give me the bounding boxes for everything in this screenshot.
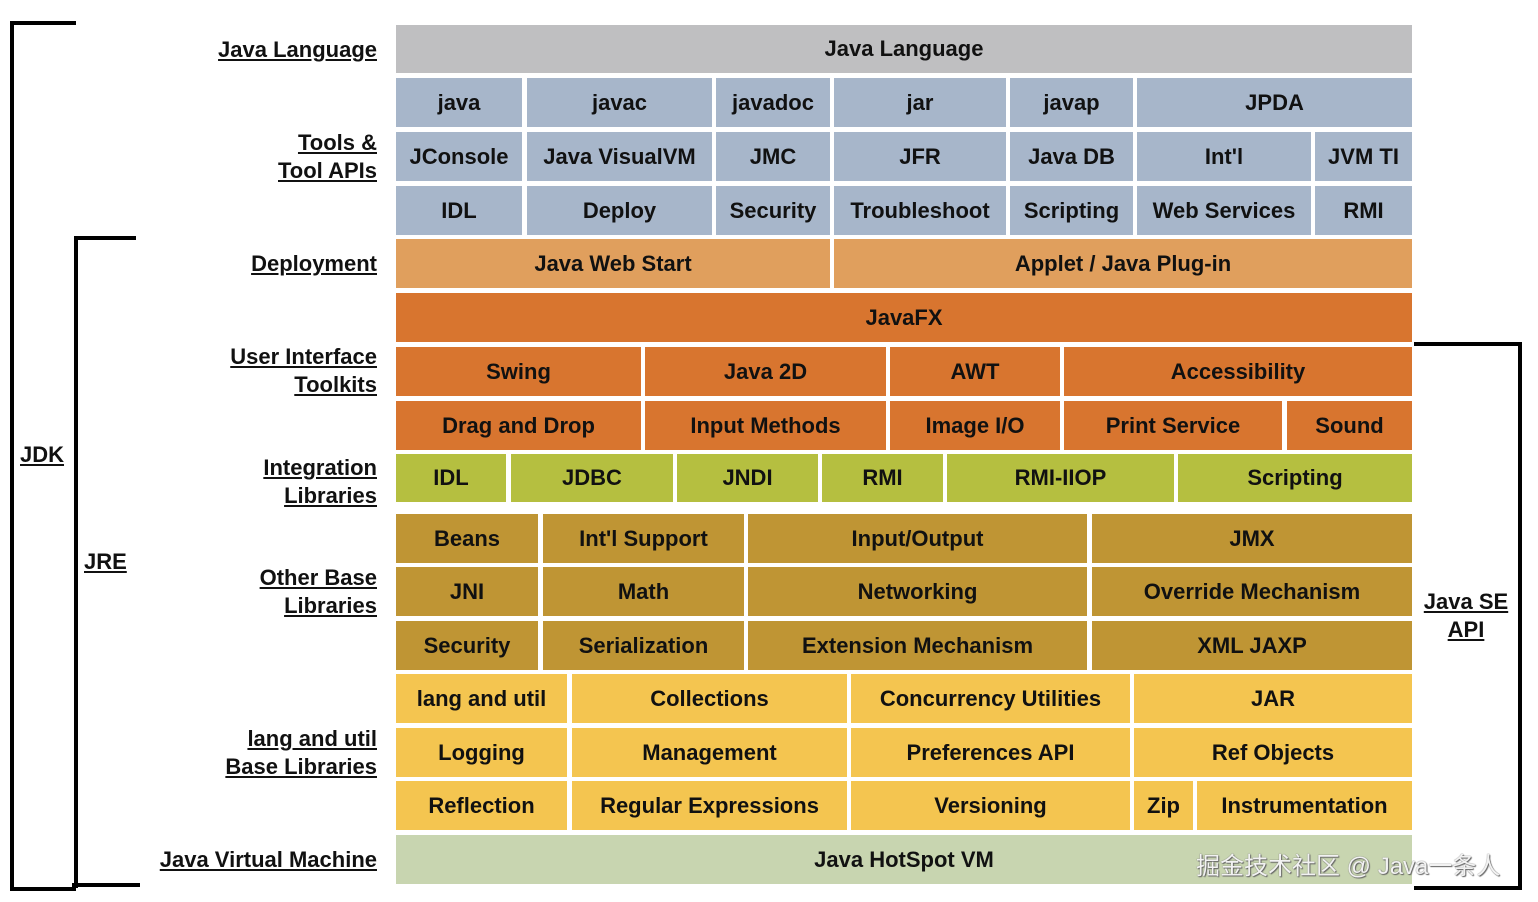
- cell-applet-plugin: Applet / Java Plug-in: [834, 239, 1412, 288]
- java-se-api-label: Java SE API: [1420, 588, 1512, 644]
- row-label-tools-line1: Tools &: [297, 130, 377, 155]
- cell-image-io: Image I/O: [890, 401, 1060, 450]
- cell-collections: Collections: [572, 674, 847, 723]
- cell-tool-java: java: [396, 78, 522, 127]
- cell-tool-scripting: Scripting: [1010, 186, 1133, 235]
- jre-label: JRE: [84, 549, 127, 574]
- row-label-tools-line2: Tool APIs: [278, 158, 377, 183]
- cell-java-hotspot-vm: Java HotSpot VM: [396, 835, 1412, 884]
- cell-zip: Zip: [1134, 781, 1193, 830]
- cell-extension-mechanism: Extension Mechanism: [748, 621, 1087, 670]
- cell-reflection: Reflection: [396, 781, 567, 830]
- cell-input-methods: Input Methods: [645, 401, 886, 450]
- row-label-lang-util: lang and util Base Libraries: [225, 725, 377, 781]
- row-label-java-language: Java Language: [218, 37, 377, 62]
- cell-management: Management: [572, 728, 847, 777]
- cell-preferences-api: Preferences API: [851, 728, 1130, 777]
- cell-drag-and-drop: Drag and Drop: [396, 401, 641, 450]
- cell-versioning: Versioning: [851, 781, 1130, 830]
- cell-tool-deploy: Deploy: [527, 186, 712, 235]
- cell-swing: Swing: [396, 347, 641, 396]
- cell-input-output: Input/Output: [748, 514, 1087, 563]
- cell-integ-rmi-iiop: RMI-IIOP: [947, 454, 1174, 502]
- row-label-other-base: Other Base Libraries: [260, 564, 377, 620]
- jre-bracket: [74, 236, 136, 888]
- cell-tool-jpda: JPDA: [1137, 78, 1412, 127]
- jdk-bracket: [10, 21, 76, 891]
- cell-instrumentation: Instrumentation: [1197, 781, 1412, 830]
- cell-sound: Sound: [1287, 401, 1412, 450]
- cell-tool-idl: IDL: [396, 186, 522, 235]
- cell-tool-jconsole: JConsole: [396, 132, 522, 181]
- cell-jni: JNI: [396, 567, 538, 616]
- row-label-integration: Integration Libraries: [263, 454, 377, 510]
- cell-jar: JAR: [1134, 674, 1412, 723]
- row-label-integration-line2: Libraries: [284, 483, 377, 508]
- cell-logging: Logging: [396, 728, 567, 777]
- row-label-deployment: Deployment: [251, 251, 377, 276]
- cell-regular-expressions: Regular Expressions: [572, 781, 847, 830]
- jdk-label: JDK: [20, 442, 65, 467]
- cell-ref-objects: Ref Objects: [1134, 728, 1412, 777]
- cell-serialization: Serialization: [543, 621, 744, 670]
- cell-other-security: Security: [396, 621, 538, 670]
- watermark-text: 掘金技术社区 @ Java一条人: [1196, 853, 1501, 880]
- java-se-api-label-line2: API: [1447, 617, 1485, 642]
- cell-integ-scripting: Scripting: [1178, 454, 1412, 502]
- cell-tool-javap: javap: [1010, 78, 1133, 127]
- cell-accessibility: Accessibility: [1064, 347, 1412, 396]
- cell-tool-jfr: JFR: [834, 132, 1006, 181]
- jdk-bracket-bottom-extension: [72, 883, 140, 887]
- cell-awt: AWT: [890, 347, 1060, 396]
- cell-javafx: JavaFX: [396, 293, 1412, 342]
- cell-tool-jmc: JMC: [716, 132, 830, 181]
- cell-concurrency-utilities: Concurrency Utilities: [851, 674, 1130, 723]
- row-label-jvm: Java Virtual Machine: [159, 847, 377, 872]
- cell-java-language: Java Language: [396, 25, 1412, 73]
- row-label-ui-line2: Toolkits: [294, 372, 377, 397]
- cell-tool-java-db: Java DB: [1010, 132, 1133, 181]
- row-label-other-line1: Other Base: [259, 565, 377, 590]
- cell-tool-javadoc: javadoc: [716, 78, 830, 127]
- row-label-ui-line1: User Interface: [230, 344, 377, 369]
- row-label-other-line2: Libraries: [284, 593, 377, 618]
- cell-tool-web-services: Web Services: [1137, 186, 1311, 235]
- cell-math: Math: [543, 567, 744, 616]
- cell-networking: Networking: [748, 567, 1087, 616]
- cell-override-mechanism: Override Mechanism: [1092, 567, 1412, 616]
- java-se-api-bracket: [1414, 342, 1522, 890]
- cell-java-web-start: Java Web Start: [396, 239, 830, 288]
- row-label-ui-toolkits: User Interface Toolkits: [230, 343, 377, 399]
- cell-print-service: Print Service: [1064, 401, 1282, 450]
- cell-tool-intl: Int'l: [1137, 132, 1311, 181]
- cell-tool-security: Security: [716, 186, 830, 235]
- cell-tool-visualvm: Java VisualVM: [527, 132, 712, 181]
- cell-tool-troubleshoot: Troubleshoot: [834, 186, 1006, 235]
- cell-integ-rmi: RMI: [822, 454, 943, 502]
- cell-jmx: JMX: [1092, 514, 1412, 563]
- row-label-integration-line1: Integration: [263, 455, 377, 480]
- cell-tool-jvm-ti: JVM TI: [1315, 132, 1412, 181]
- row-label-base-line2: Base Libraries: [225, 754, 377, 779]
- cell-integ-idl: IDL: [396, 454, 506, 502]
- cell-lang-and-util: lang and util: [396, 674, 567, 723]
- cell-integ-jdbc: JDBC: [511, 454, 673, 502]
- cell-tool-rmi: RMI: [1315, 186, 1412, 235]
- java-se-api-label-line1: Java SE: [1423, 589, 1509, 614]
- cell-integ-jndi: JNDI: [677, 454, 818, 502]
- cell-intl-support: Int'l Support: [543, 514, 744, 563]
- cell-xml-jaxp: XML JAXP: [1092, 621, 1412, 670]
- cell-tool-javac: javac: [527, 78, 712, 127]
- cell-java-2d: Java 2D: [645, 347, 886, 396]
- row-label-base-line1: lang and util: [247, 726, 377, 751]
- cell-tool-jar: jar: [834, 78, 1006, 127]
- row-label-tools: Tools & Tool APIs: [278, 129, 377, 185]
- cell-beans: Beans: [396, 514, 538, 563]
